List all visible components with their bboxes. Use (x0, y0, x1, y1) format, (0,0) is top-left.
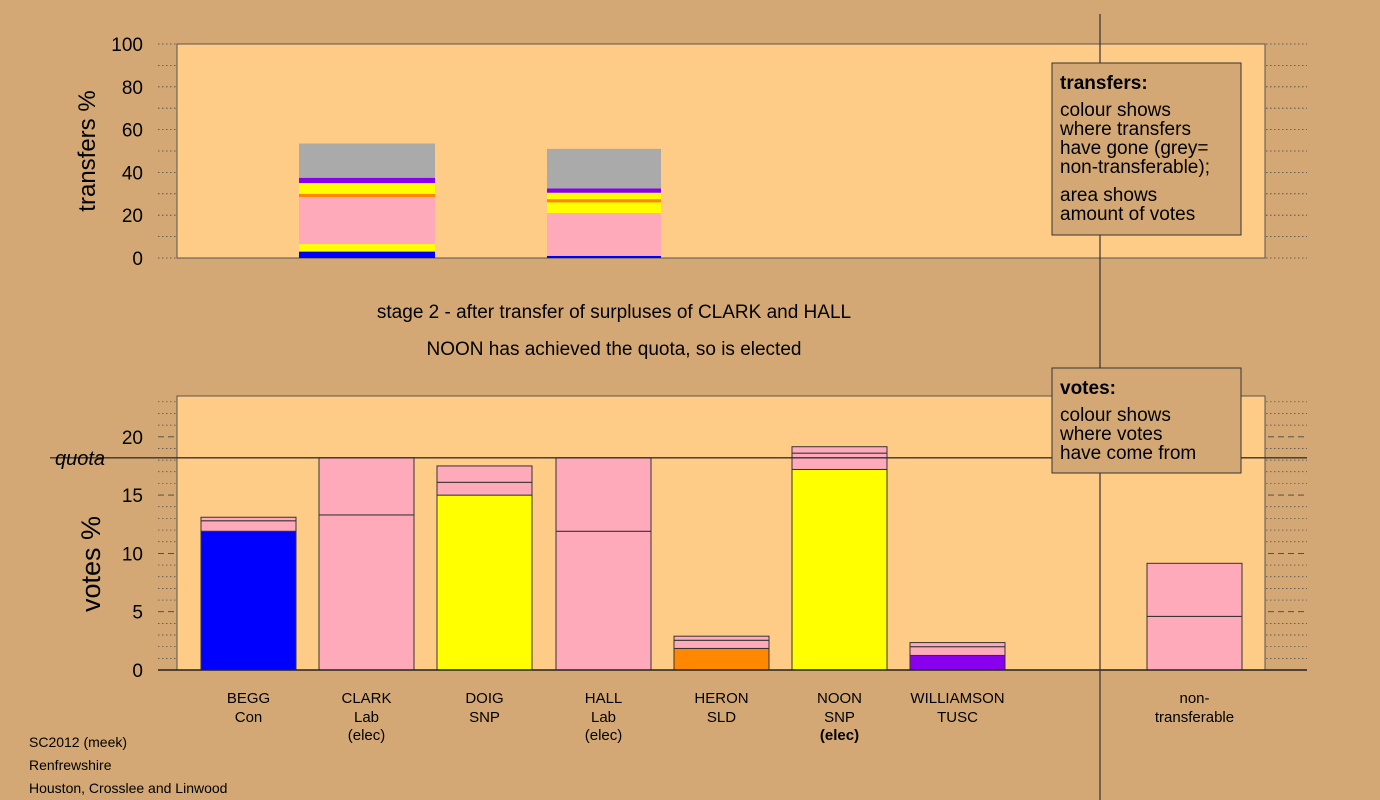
candidate-status-label: (elec) (348, 727, 386, 744)
candidate-party-label: Con (235, 709, 263, 726)
transfer-segment-hall (547, 255, 661, 258)
candidate-party-label: Lab (591, 709, 616, 726)
votes-y-tick: 5 (132, 603, 143, 624)
votes-y-tick: 10 (122, 544, 143, 565)
transfers-legend-text: have gone (grey= (1060, 138, 1208, 159)
transfers-y-tick: 20 (122, 206, 143, 227)
transfers-legend-text: amount of votes (1060, 204, 1195, 225)
transfers-y-tick: 80 (122, 78, 143, 99)
candidate-status-label: (elec) (820, 727, 859, 744)
vote-segment-noon (791, 452, 888, 470)
transfer-segment-hall (547, 202, 661, 214)
candidate-name-label: WILLIAMSON (910, 690, 1004, 707)
vote-segment-non-transferable (1146, 562, 1243, 617)
transfers-legend-text: where transfers (1059, 119, 1191, 140)
vote-segment-begg (200, 516, 297, 522)
transfer-segment-clark (299, 197, 435, 245)
candidate-party-label: Lab (354, 709, 379, 726)
candidate-name-label: NOON (817, 690, 862, 707)
vote-segment-begg (200, 530, 297, 671)
transfers-y-tick: 40 (122, 163, 143, 184)
transfers-legend-text: colour shows (1060, 100, 1171, 121)
vote-segment-heron (673, 639, 770, 649)
transfers-legend-box (1051, 62, 1242, 236)
votes-legend-title: votes: (1060, 378, 1116, 399)
transfer-segment-clark (299, 177, 435, 184)
candidate-party-label: SLD (707, 709, 736, 726)
vote-segment-heron (673, 647, 770, 671)
vote-segment-noon (791, 468, 888, 671)
candidate-party-label: SNP (824, 709, 855, 726)
transfers-y-tick: 0 (132, 249, 143, 270)
votes-y-tick: 15 (122, 486, 143, 507)
transfers-y-tick: 100 (111, 35, 143, 56)
vote-segment-hall (555, 530, 652, 671)
transfer-segment-hall (547, 188, 661, 193)
candidate-name-label: CLARK (341, 690, 391, 707)
votes-legend-text: have come from (1060, 443, 1196, 464)
transfer-segment-hall (547, 148, 661, 189)
axes: 0 20 40 60 80 100 transfers % 0 5 10 15 20 votes % qu… (50, 14, 1307, 800)
vote-segment-williamson (909, 646, 1006, 656)
nontransferable-label: non- (1179, 690, 1209, 707)
vote-segment-doig (436, 494, 533, 671)
vote-segment-clark (318, 514, 415, 671)
transfers-legend-title: transfers: (1060, 73, 1148, 94)
transfer-segment-clark (299, 143, 435, 178)
transfer-segment-clark (299, 183, 435, 194)
vote-segment-noon (791, 446, 888, 454)
vote-segment-non-transferable (1146, 615, 1243, 671)
vote-segment-williamson (909, 642, 1006, 648)
footer-council: Renfrewshire (29, 757, 112, 773)
candidate-party-label: TUSC (937, 709, 978, 726)
candidate-name-label: HERON (694, 690, 748, 707)
candidate-name-label: BEGG (227, 690, 270, 707)
votes-legend-text: where votes (1059, 424, 1162, 445)
status-title: NOON has achieved the quota, so is elect… (427, 339, 802, 360)
footer-system: SC2012 (meek) (29, 734, 127, 750)
votes-legend-box (1051, 367, 1242, 474)
footer-ward: Houston, Crosslee and Linwood (29, 780, 227, 796)
quota-label: quota (55, 448, 105, 470)
vote-segment-williamson (909, 654, 1006, 671)
transfers-legend-text: non-transferable); (1060, 157, 1210, 178)
vote-segment-heron (673, 635, 770, 641)
stage-title: stage 2 - after transfer of surpluses of… (377, 302, 851, 323)
candidate-status-label: (elec) (585, 727, 623, 744)
nontransferable-label: transferable (1155, 709, 1234, 726)
votes-legend-text: colour shows (1060, 405, 1171, 426)
candidate-name-label: DOIG (465, 690, 503, 707)
vote-segment-clark (318, 457, 415, 516)
votes-y-tick: 20 (122, 428, 143, 449)
transfer-segment-clark (299, 251, 435, 258)
transfers-y-tick: 60 (122, 121, 143, 142)
votes-y-tick: 0 (132, 661, 143, 682)
candidate-party-label: SNP (469, 709, 500, 726)
candidate-name-label: HALL (585, 690, 623, 707)
vote-segment-hall (555, 457, 652, 532)
transfers-y-axis-label: transfers % (74, 90, 101, 211)
vote-segment-begg (200, 520, 297, 532)
transfer-segment-hall (547, 192, 661, 200)
vote-segment-doig (436, 481, 533, 496)
vote-segment-doig (436, 465, 533, 483)
transfer-segment-clark (299, 244, 435, 252)
transfer-segment-hall (547, 213, 661, 256)
votes-y-axis-label: votes % (76, 516, 106, 612)
transfers-legend-text: area shows (1060, 185, 1157, 206)
transfer-segment-hall (547, 199, 661, 203)
transfer-segment-clark (299, 193, 435, 198)
